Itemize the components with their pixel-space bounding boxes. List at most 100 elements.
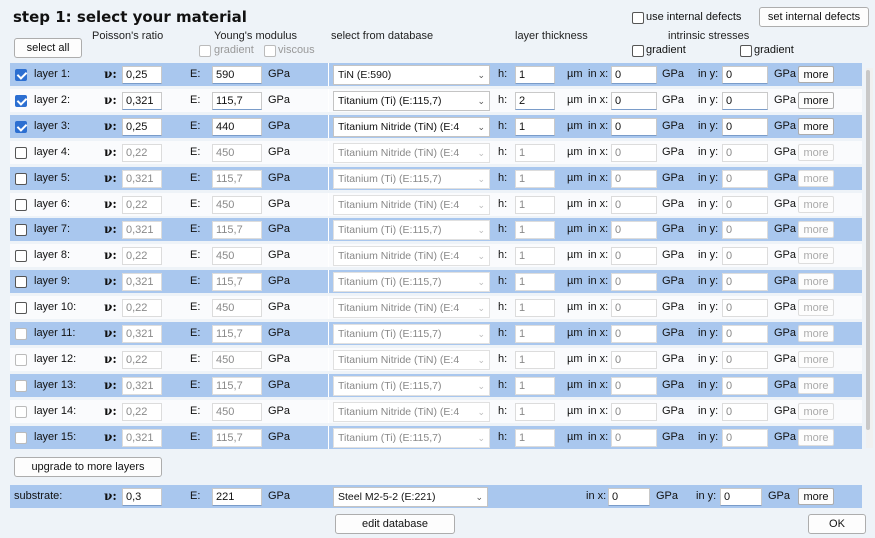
- layer-checkbox[interactable]: [15, 199, 27, 211]
- stress-x-input[interactable]: 0: [611, 144, 657, 162]
- young-input[interactable]: 440: [212, 118, 262, 136]
- poisson-input[interactable]: 0,25: [122, 66, 162, 84]
- thickness-input[interactable]: 1: [515, 403, 555, 421]
- young-input[interactable]: 115,7: [212, 377, 262, 395]
- thickness-input[interactable]: 1: [515, 247, 555, 265]
- more-button[interactable]: more: [798, 429, 834, 446]
- upgrade-layers-button[interactable]: upgrade to more layers: [14, 457, 162, 477]
- thickness-input[interactable]: 1: [515, 66, 555, 84]
- thickness-input[interactable]: 1: [515, 170, 555, 188]
- stress-y-input[interactable]: 0: [722, 92, 768, 110]
- more-button[interactable]: more: [798, 377, 834, 394]
- stress-x-input[interactable]: 0: [611, 247, 657, 265]
- stress-y-input[interactable]: 0: [722, 351, 768, 369]
- poisson-input[interactable]: 0,321: [122, 92, 162, 110]
- substrate-young-input[interactable]: 221: [212, 488, 262, 506]
- more-button[interactable]: more: [798, 118, 834, 135]
- layer-checkbox[interactable]: [15, 406, 27, 418]
- ok-button[interactable]: OK: [808, 514, 866, 534]
- thickness-input[interactable]: 2: [515, 92, 555, 110]
- material-select[interactable]: Titanium (Ti) (E:115,7) ⌄: [333, 220, 490, 240]
- thickness-input[interactable]: 1: [515, 221, 555, 239]
- thickness-input[interactable]: 1: [515, 377, 555, 395]
- more-button[interactable]: more: [798, 144, 834, 161]
- material-select[interactable]: Titanium Nitride (TiN) (E:4 ⌄: [333, 350, 490, 370]
- scrollbar-thumb[interactable]: [866, 70, 870, 430]
- layer-checkbox[interactable]: [15, 224, 27, 236]
- stress-x-input[interactable]: 0: [611, 273, 657, 291]
- material-select[interactable]: Titanium Nitride (TiN) (E:4 ⌄: [333, 246, 490, 266]
- young-input[interactable]: 450: [212, 351, 262, 369]
- stress-y-input[interactable]: 0: [722, 247, 768, 265]
- layer-checkbox[interactable]: [15, 276, 27, 288]
- stress-y-input[interactable]: 0: [722, 144, 768, 162]
- poisson-input[interactable]: 0,321: [122, 429, 162, 447]
- poisson-input[interactable]: 0,22: [122, 196, 162, 214]
- young-input[interactable]: 115,7: [212, 273, 262, 291]
- stress-gradient-y-checkbox[interactable]: [740, 45, 752, 57]
- stress-y-input[interactable]: 0: [722, 66, 768, 84]
- young-input[interactable]: 115,7: [212, 170, 262, 188]
- poisson-input[interactable]: 0,22: [122, 403, 162, 421]
- stress-x-input[interactable]: 0: [611, 170, 657, 188]
- select-all-button[interactable]: select all: [14, 38, 82, 58]
- young-input[interactable]: 450: [212, 144, 262, 162]
- material-select[interactable]: Titanium (Ti) (E:115,7) ⌄: [333, 91, 490, 111]
- young-input[interactable]: 590: [212, 66, 262, 84]
- material-select[interactable]: Titanium (Ti) (E:115,7) ⌄: [333, 376, 490, 396]
- stress-y-input[interactable]: 0: [722, 325, 768, 343]
- thickness-input[interactable]: 1: [515, 351, 555, 369]
- thickness-input[interactable]: 1: [515, 325, 555, 343]
- material-select[interactable]: Titanium (Ti) (E:115,7) ⌄: [333, 272, 490, 292]
- substrate-material-select[interactable]: Steel M2-5-2 (E:221) ⌄: [333, 487, 488, 507]
- stress-x-input[interactable]: 0: [611, 377, 657, 395]
- more-button[interactable]: more: [798, 196, 834, 213]
- thickness-input[interactable]: 1: [515, 118, 555, 136]
- more-button[interactable]: more: [798, 351, 834, 368]
- stress-x-input[interactable]: 0: [611, 325, 657, 343]
- stress-y-input[interactable]: 0: [722, 118, 768, 136]
- material-select[interactable]: Titanium Nitride (TiN) (E:4 ⌄: [333, 195, 490, 215]
- more-button[interactable]: more: [798, 325, 834, 342]
- more-button[interactable]: more: [798, 170, 834, 187]
- layer-checkbox[interactable]: [15, 173, 27, 185]
- young-input[interactable]: 115,7: [212, 429, 262, 447]
- material-select[interactable]: Titanium (Ti) (E:115,7) ⌄: [333, 169, 490, 189]
- layer-checkbox[interactable]: [15, 432, 27, 444]
- viscous-checkbox[interactable]: [264, 45, 276, 57]
- poisson-input[interactable]: 0,22: [122, 351, 162, 369]
- substrate-more-button[interactable]: more: [798, 488, 834, 505]
- young-input[interactable]: 115,7: [212, 325, 262, 343]
- young-input[interactable]: 450: [212, 247, 262, 265]
- thickness-input[interactable]: 1: [515, 299, 555, 317]
- thickness-input[interactable]: 1: [515, 196, 555, 214]
- stress-y-input[interactable]: 0: [722, 377, 768, 395]
- stress-gradient-x-checkbox[interactable]: [632, 45, 644, 57]
- poisson-input[interactable]: 0,321: [122, 377, 162, 395]
- young-input[interactable]: 450: [212, 196, 262, 214]
- stress-x-input[interactable]: 0: [611, 66, 657, 84]
- layer-checkbox[interactable]: [15, 380, 27, 392]
- stress-y-input[interactable]: 0: [722, 429, 768, 447]
- thickness-input[interactable]: 1: [515, 273, 555, 291]
- stress-y-input[interactable]: 0: [722, 403, 768, 421]
- stress-x-input[interactable]: 0: [611, 92, 657, 110]
- stress-y-input[interactable]: 0: [722, 170, 768, 188]
- thickness-input[interactable]: 1: [515, 429, 555, 447]
- material-select[interactable]: Titanium Nitride (TiN) (E:4 ⌄: [333, 117, 490, 137]
- material-select[interactable]: Titanium Nitride (TiN) (E:4 ⌄: [333, 298, 490, 318]
- substrate-poisson-input[interactable]: 0,3: [122, 488, 162, 506]
- use-defects-checkbox[interactable]: [632, 12, 644, 24]
- poisson-input[interactable]: 0,22: [122, 299, 162, 317]
- layer-checkbox[interactable]: [15, 69, 27, 81]
- substrate-stress-y-input[interactable]: 0: [720, 488, 762, 506]
- more-button[interactable]: more: [798, 92, 834, 109]
- stress-x-input[interactable]: 0: [611, 299, 657, 317]
- set-defects-button[interactable]: set internal defects: [759, 7, 869, 27]
- more-button[interactable]: more: [798, 273, 834, 290]
- more-button[interactable]: more: [798, 403, 834, 420]
- young-input[interactable]: 115,7: [212, 92, 262, 110]
- more-button[interactable]: more: [798, 66, 834, 83]
- stress-y-input[interactable]: 0: [722, 273, 768, 291]
- layer-checkbox[interactable]: [15, 328, 27, 340]
